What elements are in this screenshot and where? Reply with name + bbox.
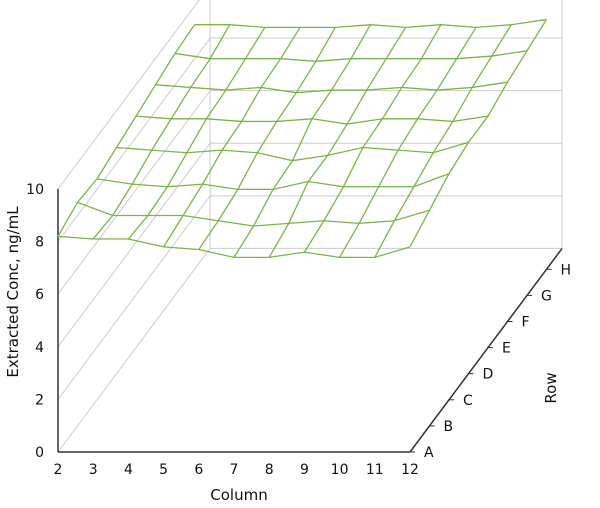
surface-column-line [92,24,231,240]
z-tick-label: 0 [35,445,44,461]
z-tick-label: 6 [35,287,44,303]
column-tick-label: 9 [300,462,309,478]
column-tick-label: 4 [124,462,133,478]
surface-column-line [233,24,372,258]
z-tick-label: 8 [35,235,44,251]
z-axis-title: Extracted Conc, ng/mL [4,206,22,378]
surface-column-line [409,19,548,248]
surface-row-line [96,173,450,191]
surface-column-line [268,26,407,258]
wall-grid-diagonal [57,195,211,400]
chart-walls [57,0,563,453]
surface-column-line [339,26,477,258]
surface-column-line [374,24,512,258]
row-tick-label: G [541,288,552,304]
row-tick-label: E [502,341,511,357]
surface-row-line [77,201,430,227]
wall-grid-diagonal [57,248,211,453]
z-tick-label: 4 [35,340,44,356]
z-axis-ticks: 0 2 4 6 8 10 [26,182,44,461]
x-axis-ticks: 2 3 4 5 6 7 8 9 10 11 12 [54,462,419,478]
row-tick-label: F [522,315,530,331]
row-tick-label: H [561,262,572,278]
column-tick-label: 5 [159,462,168,478]
surface-row-line [57,235,411,259]
column-tick-label: 10 [331,462,349,478]
wall-grid-diagonal [57,142,211,348]
surface-column-line [163,26,301,248]
column-tick-label: 7 [230,462,239,478]
surface-column-line [303,24,442,253]
wall-grid-diagonal [57,0,200,190]
x-axis-title: Column [210,486,267,504]
surface-row-line [194,18,547,28]
z-tick-label: 10 [26,182,44,198]
column-tick-label: 8 [265,462,274,478]
row-tick-label: A [424,445,434,461]
surface-mesh [57,18,548,259]
row-tick-label: B [444,419,454,435]
surface-column-line [198,27,336,250]
column-tick-label: 12 [401,462,419,478]
floor-right-edge [409,247,563,453]
row-tick-label: D [483,367,494,383]
column-tick-label: 11 [366,462,384,478]
column-tick-label: 3 [89,462,98,478]
surface-column-line [57,24,196,237]
wall-grid-diagonal [57,37,211,242]
column-tick-label: 2 [54,462,63,478]
surface-column-line [127,26,266,240]
wall-grid-diagonal [57,90,211,295]
row-tick-label: C [463,393,473,409]
column-tick-label: 6 [194,462,203,478]
z-tick-label: 2 [35,392,44,408]
row-axis-title: Row [542,372,560,403]
